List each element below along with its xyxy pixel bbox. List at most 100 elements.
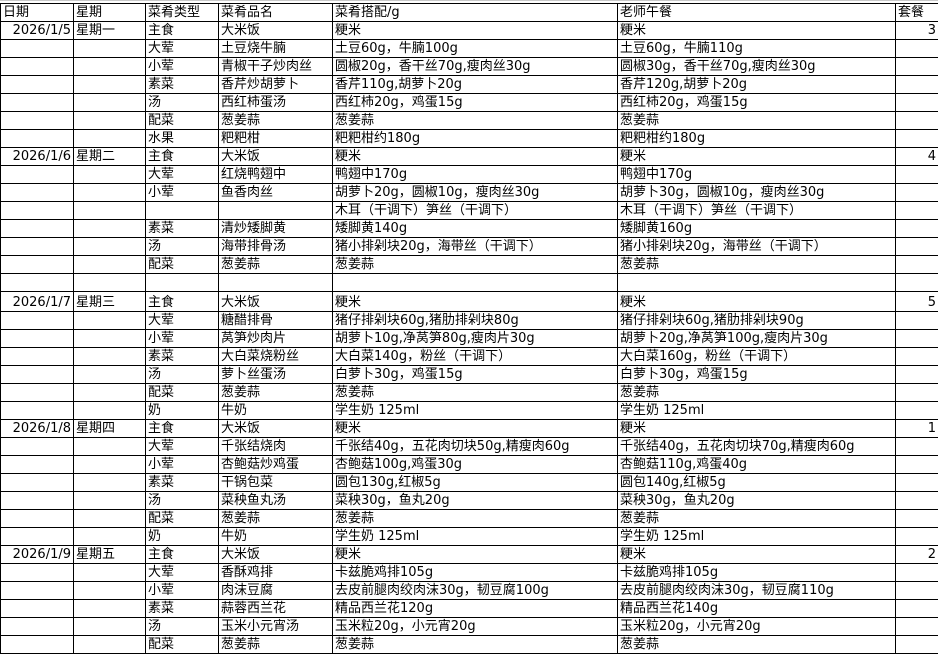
- cell-date[interactable]: [1, 438, 74, 456]
- cell-weekday[interactable]: [74, 528, 146, 546]
- cell-weekday[interactable]: [74, 492, 146, 510]
- cell-set[interactable]: 1: [896, 420, 938, 438]
- cell-date[interactable]: [1, 312, 74, 330]
- cell-weekday[interactable]: [74, 274, 146, 292]
- cell-date[interactable]: [1, 636, 74, 654]
- cell-weekday[interactable]: [74, 76, 146, 94]
- cell-date[interactable]: [1, 40, 74, 58]
- cell-date[interactable]: 2026/1/6: [1, 148, 74, 166]
- cell-dish-type[interactable]: 汤: [146, 492, 219, 510]
- cell-teacher-lunch[interactable]: 葱姜蒜: [618, 112, 896, 130]
- cell-teacher-lunch[interactable]: 猪小排剁块20g，海带丝（干调下）: [618, 238, 896, 256]
- cell-set[interactable]: [896, 112, 938, 130]
- cell-ingredients[interactable]: 玉米粒20g，小元宵20g: [333, 618, 618, 636]
- cell-ingredients[interactable]: 葱姜蒜: [333, 112, 618, 130]
- cell-teacher-lunch[interactable]: 圆椒30g，香干丝70g,瘦肉丝30g: [618, 58, 896, 76]
- cell-weekday[interactable]: [74, 402, 146, 420]
- cell-date[interactable]: [1, 202, 74, 220]
- cell-date[interactable]: [1, 366, 74, 384]
- cell-weekday[interactable]: 星期二: [74, 148, 146, 166]
- cell-ingredients[interactable]: 胡萝卜10g,净莴笋80g,瘦肉片30g: [333, 330, 618, 348]
- cell-weekday[interactable]: 星期四: [74, 420, 146, 438]
- cell-weekday[interactable]: [74, 384, 146, 402]
- cell-weekday[interactable]: [74, 618, 146, 636]
- cell-set[interactable]: [896, 202, 938, 220]
- cell-teacher-lunch[interactable]: 葱姜蒜: [618, 256, 896, 274]
- cell-weekday[interactable]: [74, 130, 146, 148]
- cell-date[interactable]: [1, 402, 74, 420]
- cell-set[interactable]: 5: [896, 292, 938, 312]
- cell-teacher-lunch[interactable]: 白萝卜30g，鸡蛋15g: [618, 366, 896, 384]
- cell-date[interactable]: [1, 256, 74, 274]
- cell-set[interactable]: [896, 238, 938, 256]
- cell-weekday[interactable]: [74, 438, 146, 456]
- cell-dish-type[interactable]: 主食: [146, 292, 219, 312]
- cell-dish-type[interactable]: 主食: [146, 22, 219, 40]
- cell-ingredients[interactable]: 土豆60g，牛腩100g: [333, 40, 618, 58]
- cell-ingredients[interactable]: 杏鲍菇100g,鸡蛋30g: [333, 456, 618, 474]
- cell-ingredients[interactable]: 千张结40g，五花肉切块50g,精瘦肉60g: [333, 438, 618, 456]
- cell-ingredients[interactable]: 卡兹脆鸡排105g: [333, 564, 618, 582]
- cell-dish-name[interactable]: [219, 202, 333, 220]
- cell-dish-name[interactable]: 葱姜蒜: [219, 384, 333, 402]
- cell-dish-type[interactable]: 素菜: [146, 220, 219, 238]
- cell-weekday[interactable]: [74, 112, 146, 130]
- cell-set[interactable]: [896, 58, 938, 76]
- cell-weekday[interactable]: [74, 636, 146, 654]
- cell-set[interactable]: [896, 600, 938, 618]
- cell-dish-name[interactable]: 大白菜烧粉丝: [219, 348, 333, 366]
- cell-teacher-lunch[interactable]: [618, 274, 896, 292]
- cell-set[interactable]: [896, 184, 938, 202]
- cell-dish-type[interactable]: 配菜: [146, 510, 219, 528]
- cell-ingredients[interactable]: 猪小排剁块20g，海带丝（干调下）: [333, 238, 618, 256]
- cell-date[interactable]: [1, 528, 74, 546]
- cell-set[interactable]: [896, 564, 938, 582]
- cell-teacher-lunch[interactable]: 鸭翅中170g: [618, 166, 896, 184]
- cell-teacher-lunch[interactable]: 葱姜蒜: [618, 510, 896, 528]
- cell-dish-name[interactable]: 玉米小元宵汤: [219, 618, 333, 636]
- cell-weekday[interactable]: [74, 330, 146, 348]
- cell-ingredients[interactable]: 粳米: [333, 546, 618, 564]
- cell-weekday[interactable]: [74, 582, 146, 600]
- cell-dish-name[interactable]: 葱姜蒜: [219, 256, 333, 274]
- cell-set[interactable]: [896, 474, 938, 492]
- cell-set[interactable]: [896, 274, 938, 292]
- cell-teacher-lunch[interactable]: 木耳（干调下）笋丝（干调下）: [618, 202, 896, 220]
- cell-dish-name[interactable]: 菜秧鱼丸汤: [219, 492, 333, 510]
- cell-ingredients[interactable]: 葱姜蒜: [333, 384, 618, 402]
- cell-dish-name[interactable]: 粑粑柑: [219, 130, 333, 148]
- cell-ingredients[interactable]: 学生奶 125ml: [333, 402, 618, 420]
- cell-dish-name[interactable]: 葱姜蒜: [219, 112, 333, 130]
- cell-set[interactable]: 4: [896, 148, 938, 166]
- cell-dish-type[interactable]: 大荤: [146, 312, 219, 330]
- header-teacher-lunch[interactable]: 老师午餐: [618, 4, 896, 22]
- cell-weekday[interactable]: 星期五: [74, 546, 146, 564]
- cell-ingredients[interactable]: 胡萝卜20g，圆椒10g，瘦肉丝30g: [333, 184, 618, 202]
- cell-weekday[interactable]: [74, 94, 146, 112]
- cell-set[interactable]: [896, 528, 938, 546]
- cell-set[interactable]: [896, 636, 938, 654]
- cell-dish-type[interactable]: [146, 274, 219, 292]
- cell-set[interactable]: [896, 582, 938, 600]
- cell-set[interactable]: [896, 330, 938, 348]
- cell-set[interactable]: [896, 312, 938, 330]
- cell-date[interactable]: [1, 220, 74, 238]
- cell-date[interactable]: [1, 600, 74, 618]
- cell-set[interactable]: [896, 384, 938, 402]
- cell-teacher-lunch[interactable]: 矮脚黄160g: [618, 220, 896, 238]
- cell-dish-name[interactable]: 肉沫豆腐: [219, 582, 333, 600]
- cell-dish-type[interactable]: 素菜: [146, 600, 219, 618]
- cell-ingredients[interactable]: 葱姜蒜: [333, 510, 618, 528]
- cell-set[interactable]: [896, 438, 938, 456]
- cell-dish-type[interactable]: 配菜: [146, 112, 219, 130]
- cell-date[interactable]: [1, 76, 74, 94]
- cell-date[interactable]: [1, 58, 74, 76]
- cell-dish-type[interactable]: 小荤: [146, 582, 219, 600]
- cell-dish-name[interactable]: 大米饭: [219, 22, 333, 40]
- cell-date[interactable]: [1, 238, 74, 256]
- cell-weekday[interactable]: [74, 40, 146, 58]
- cell-weekday[interactable]: [74, 166, 146, 184]
- cell-date[interactable]: [1, 384, 74, 402]
- cell-dish-name[interactable]: 鱼香肉丝: [219, 184, 333, 202]
- cell-teacher-lunch[interactable]: 粳米: [618, 292, 896, 312]
